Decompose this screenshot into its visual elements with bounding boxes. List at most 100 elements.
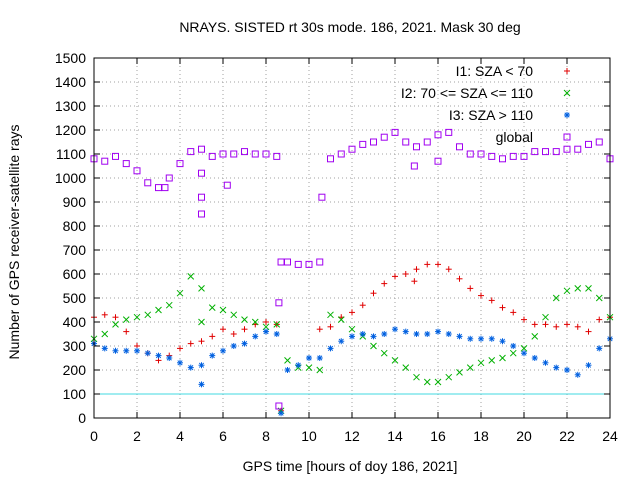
data-point: [499, 155, 506, 163]
data-point: [176, 289, 184, 297]
data-point: [198, 210, 205, 218]
data-point: [273, 152, 281, 160]
data-point: [144, 311, 152, 319]
data-point: [155, 184, 162, 192]
y-axis-label: Number of GPS receiver-satellite rays: [6, 125, 22, 360]
y-tick-label: 900: [63, 194, 87, 210]
data-point: [316, 355, 323, 361]
legend-marker: [563, 133, 571, 141]
data-point: [467, 335, 474, 342]
data-point: [275, 402, 283, 410]
data-point: [209, 333, 216, 340]
data-point: [349, 309, 355, 316]
data-point: [198, 362, 205, 369]
data-point: [337, 150, 345, 158]
x-tick-label: 10: [301, 428, 317, 444]
data-point: [316, 326, 323, 333]
data-point: [165, 301, 173, 309]
y-axis-ticks: 0 100 200 300 400 500 600 700 800 900 1000 1100 1200…: [55, 50, 610, 426]
data-point: [552, 148, 560, 156]
y-tick-label: 1400: [55, 74, 86, 90]
x-tick-label: 12: [344, 428, 360, 444]
x-axis-label: GPS time [hours of doy 186, 2021]: [243, 458, 458, 474]
data-point: [278, 410, 285, 417]
legend-marker: [564, 112, 570, 118]
data-point: [209, 352, 216, 359]
data-point: [273, 321, 281, 328]
data-point: [380, 349, 388, 357]
y-tick-label: 800: [63, 218, 87, 234]
data-point: [219, 306, 227, 314]
data-point: [456, 369, 463, 376]
data-point: [112, 347, 119, 354]
data-point: [423, 378, 431, 386]
data-point: [510, 343, 517, 349]
data-point: [198, 318, 205, 326]
data-point: [391, 357, 399, 364]
data-point: [499, 304, 506, 311]
data-point: [220, 347, 226, 354]
data-point: [531, 333, 539, 340]
data-point: [155, 306, 162, 314]
data-point: [220, 326, 226, 333]
data-point: [208, 304, 216, 311]
data-point: [402, 271, 409, 277]
y-tick-label: 1200: [55, 122, 86, 138]
data-point: [466, 150, 474, 158]
data-point: [219, 150, 227, 158]
y-tick-label: 300: [63, 338, 87, 354]
data-point: [370, 342, 377, 350]
data-point: [510, 309, 517, 316]
data-point: [488, 335, 495, 342]
data-point: [101, 330, 109, 338]
data-point: [251, 318, 259, 326]
data-point: [165, 174, 173, 182]
data-point: [187, 340, 194, 347]
data-point: [223, 181, 231, 189]
series-3: [91, 326, 613, 417]
data-point: [520, 345, 528, 352]
data-point: [445, 266, 452, 273]
data-point: [585, 328, 592, 335]
data-point: [413, 266, 420, 273]
data-point: [101, 311, 108, 318]
data-point: [456, 275, 463, 282]
data-point: [553, 323, 560, 330]
data-point: [134, 347, 140, 354]
data-point: [198, 338, 205, 345]
data-point: [316, 258, 324, 266]
data-point: [488, 152, 496, 160]
data-point: [596, 345, 603, 352]
data-point: [456, 143, 463, 151]
data-point: [198, 285, 205, 292]
data-point: [477, 150, 485, 158]
data-point: [381, 280, 388, 287]
data-point: [122, 316, 130, 323]
data-point: [327, 311, 334, 319]
data-point: [241, 326, 248, 333]
data-point: [101, 345, 108, 352]
x-tick-label: 18: [473, 428, 489, 444]
y-tick-label: 100: [63, 386, 87, 402]
data-point: [241, 148, 248, 156]
data-point: [230, 150, 238, 158]
data-point: [155, 352, 162, 359]
data-point: [542, 321, 549, 328]
data-point: [123, 347, 130, 354]
data-point: [370, 290, 377, 297]
data-point: [381, 331, 388, 337]
x-tick-label: 0: [90, 428, 98, 444]
data-point: [284, 357, 291, 364]
data-point: [521, 316, 527, 323]
data-point: [370, 333, 377, 340]
data-point: [161, 184, 169, 192]
data-point: [327, 345, 334, 352]
data-point: [295, 362, 302, 369]
data-point: [133, 313, 141, 321]
x-tick-label: 24: [602, 428, 618, 444]
data-point: [318, 193, 326, 201]
data-point: [499, 338, 506, 345]
data-point: [402, 328, 409, 335]
data-point: [542, 313, 549, 321]
